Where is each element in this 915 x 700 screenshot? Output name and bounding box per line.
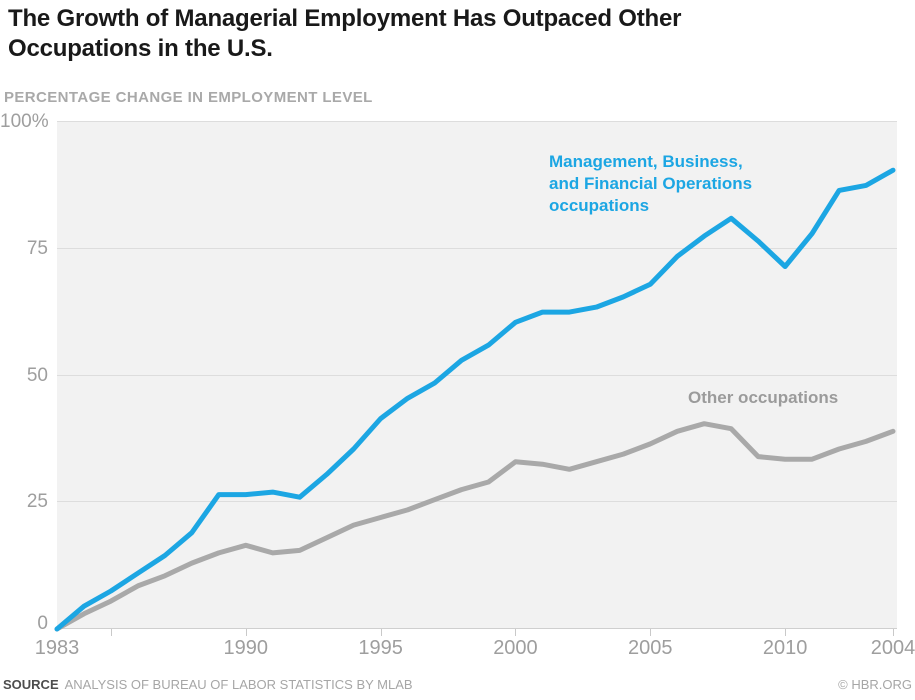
x-axis-ticks xyxy=(111,629,894,636)
y-axis-label: 50 xyxy=(26,364,48,386)
x-axis-label: 1990 xyxy=(223,637,269,659)
credit-text: © HBR.ORG xyxy=(838,677,912,692)
x-axis-label: 1983 xyxy=(34,637,80,659)
plot-area xyxy=(54,121,897,636)
x-axis-label: 2004 xyxy=(870,637,915,659)
x-axis-label: 2010 xyxy=(762,637,808,659)
chart-title: The Growth of Managerial Employment Has … xyxy=(8,5,682,62)
other-series-label: Other occupations xyxy=(688,388,839,407)
source-label: SOURCE xyxy=(3,677,59,692)
x-axis-label: 1995 xyxy=(358,637,403,659)
y-axis-label: 25 xyxy=(26,491,48,513)
y-axis-label: 100% xyxy=(0,111,49,132)
plot-svg xyxy=(54,121,897,636)
y-axis-label: 75 xyxy=(26,237,48,259)
gridlines xyxy=(57,121,897,629)
source-text: ANALYSIS OF BUREAU OF LABOR STATISTICS B… xyxy=(64,677,413,692)
x-axis-label: 2000 xyxy=(493,637,538,659)
source-line: SOURCE ANALYSIS OF BUREAU OF LABOR STATIS… xyxy=(3,677,413,692)
management-series-label: Management, Business, and Financial Oper… xyxy=(549,152,753,215)
y-axis-label: 0 xyxy=(37,613,48,634)
footer: SOURCE ANALYSIS OF BUREAU OF LABOR STATIS… xyxy=(3,677,912,692)
other-occupations-line xyxy=(54,421,896,632)
x-axis-label: 2005 xyxy=(628,637,673,659)
management-line xyxy=(54,167,896,632)
y-axis-title: PERCENTAGE CHANGE IN EMPLOYMENT LEVEL xyxy=(4,89,373,106)
